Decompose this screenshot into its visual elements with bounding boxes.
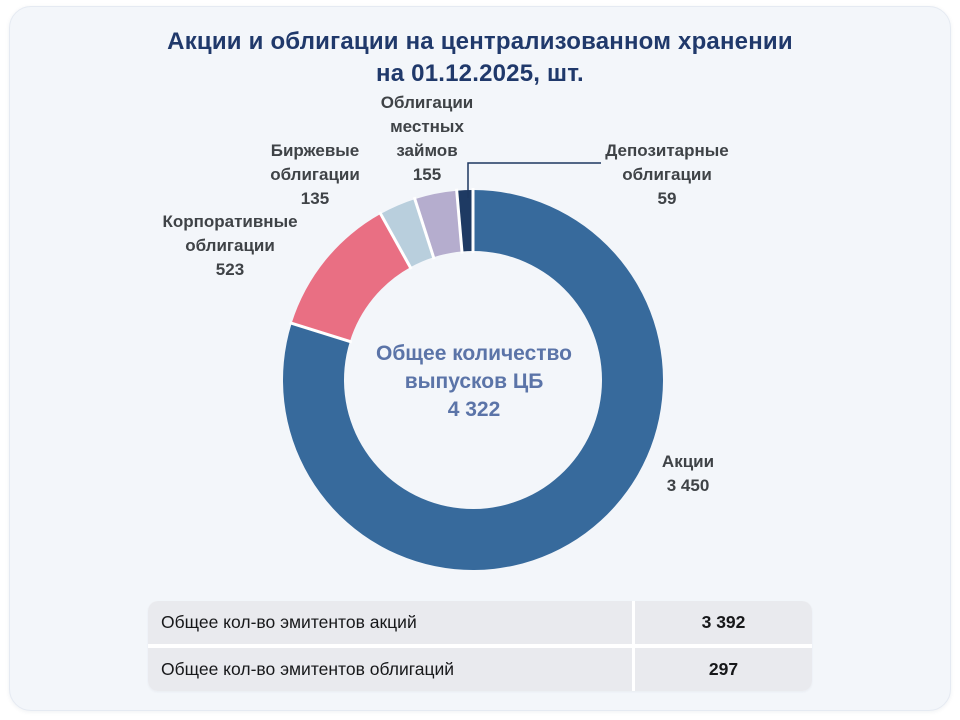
segment-label-1-line1: облигации [185,236,275,255]
chart-panel: Акции и облигации на централизованном хр… [9,6,951,711]
segment-label-4-line2: 59 [657,189,677,208]
segment-label-1-line0: Корпоративные [162,212,298,231]
segment-label-2-line1: облигации [270,165,360,184]
chart-title: Акции и облигации на централизованном хр… [10,26,950,90]
segment-label-1-line2: 523 [215,260,245,279]
segment-label-2-line0: Биржевые [270,141,360,160]
center-label-line2: выпусков ЦБ [404,370,544,393]
segment-label-2: Биржевые облигации 135 [270,139,360,211]
issuers-table: Общее кол-во эмитентов акций 3 392 Общее к… [148,601,812,691]
segment-divider-3 [412,196,436,260]
chart-title-line1: Акции и облигации на централизованном хр… [167,28,793,55]
segment-label-0-line1: 3 450 [666,476,710,495]
segment-label-0: Акции 3 450 [662,450,714,498]
segment-label-0-line0: Акции [661,452,715,471]
segment-divider-1 [289,321,353,344]
segment-label-3-line2: займов [396,141,458,160]
center-label-total: 4 322 [447,398,501,421]
segment-label-3-line0: Облигации [380,93,474,112]
segment-divider-4 [455,188,464,254]
segment-label-3-line1: местных [390,117,464,136]
table-row-0-value: 3 392 [635,601,812,644]
segment-divider-2 [378,211,413,270]
segment-label-1: Корпоративные облигации 523 [162,210,297,282]
segment-label-4-line1: облигации [622,165,712,184]
table-row-1-value: 297 [635,648,812,691]
donut-segment-3 [414,190,462,258]
donut-center-label: Общее количество выпусков ЦБ 4 322 [376,340,572,424]
center-label-line1: Общее количество [375,342,573,365]
segment-label-3-line3: 155 [412,165,442,184]
segment-label-4-line0: Депозитарные [605,141,729,160]
segment-label-4: Депозитарные облигации 59 [605,139,729,211]
chart-title-line2: на 01.12.2025, шт. [376,60,584,87]
table-row-1-label: Общее кол-во эмитентов облигаций [148,648,632,691]
table-row-0-label: Общее кол-во эмитентов акций [148,601,632,644]
donut-segment-0 [283,190,663,570]
donut-segment-1 [291,213,411,342]
callout-connector-line [467,162,601,198]
segment-label-3: Облигации местных займов 155 [381,91,473,187]
segment-label-2-line2: 135 [300,189,330,208]
